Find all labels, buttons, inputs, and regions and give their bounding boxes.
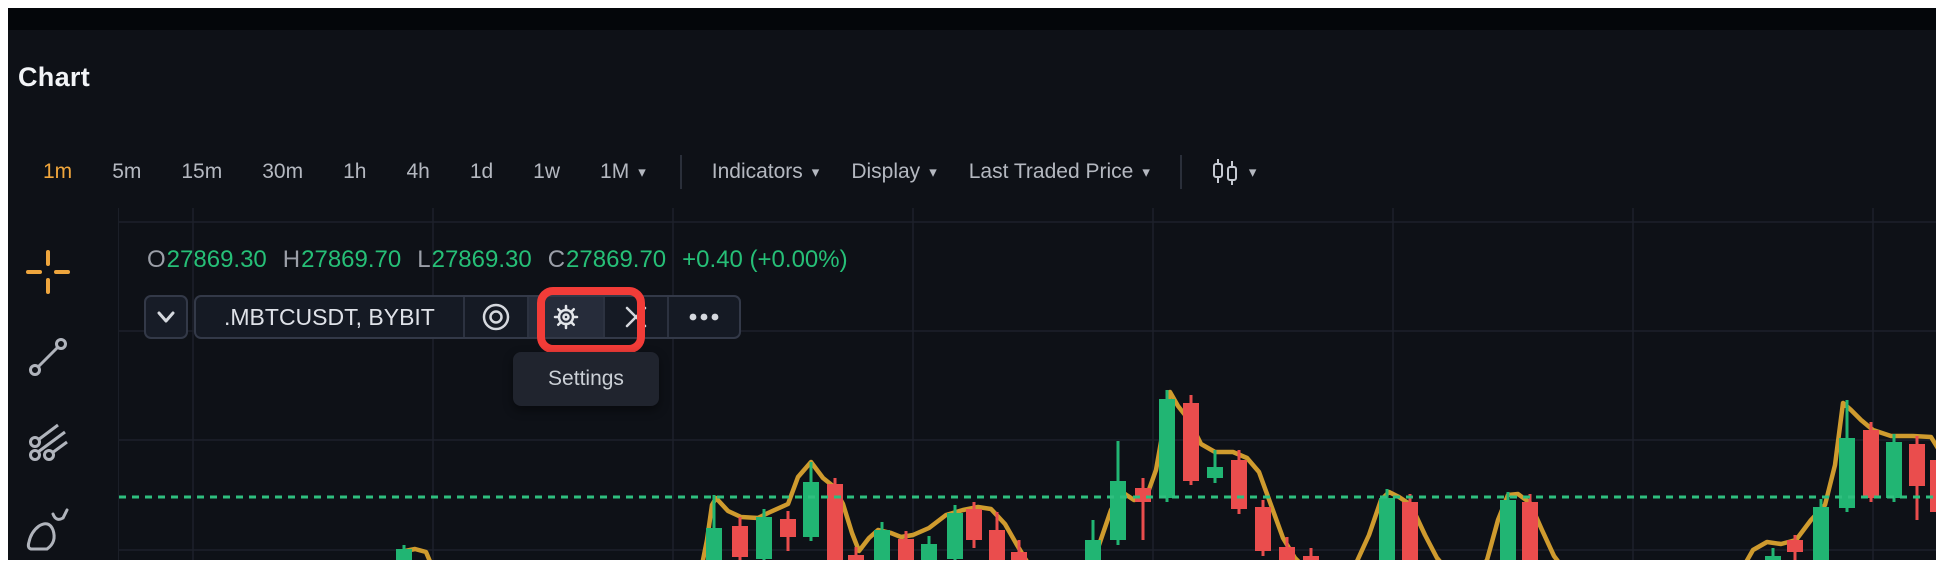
chart-pane[interactable] <box>118 208 1936 560</box>
page-title: Chart <box>18 62 91 92</box>
pitchfork-icon <box>29 423 68 461</box>
ohlc-close: C27869.70 <box>547 246 667 273</box>
price-source-menu-label: Last Traded Price <box>968 160 1134 183</box>
chevron-down-icon: ▾ <box>638 163 646 181</box>
eye-icon <box>482 303 510 331</box>
trend-line-icon <box>29 338 67 376</box>
chart-style-dropdown[interactable]: ▾ <box>1210 158 1257 186</box>
timeframe-1d[interactable]: 1d <box>469 160 494 183</box>
more-options-button[interactable] <box>666 297 739 337</box>
candlestick-chart <box>119 208 1936 560</box>
trend-line-tool-button[interactable] <box>22 331 74 383</box>
timeframe-15m[interactable]: 15m <box>181 160 223 183</box>
chevron-down-icon: ▾ <box>811 163 820 181</box>
ohlc-high: H27869.70 <box>282 246 402 273</box>
timeframe-1w[interactable]: 1w <box>533 160 561 183</box>
chevron-down-icon: ▾ <box>1142 163 1150 181</box>
crosshair-tool-button[interactable] <box>22 246 74 298</box>
gear-icon <box>553 304 579 330</box>
timeframe-4h[interactable]: 4h <box>406 160 430 183</box>
settings-button[interactable] <box>526 297 603 337</box>
brush-tool-button[interactable] <box>22 504 74 556</box>
candles-icon <box>1212 159 1237 185</box>
toolbar-separator <box>1179 155 1182 189</box>
remove-series-button[interactable] <box>602 297 667 337</box>
legend-pill: .MBTCUSDT, BYBIT <box>194 295 741 339</box>
drawing-toolbar <box>8 208 118 560</box>
timeframe-30m[interactable]: 30m <box>262 160 304 183</box>
more-dots-icon <box>689 313 719 321</box>
settings-tooltip: Settings <box>513 352 659 406</box>
chart-toolbar: 1m 5m 15m 30m 1h 4h 1d 1w 1M ▾ Indicator… <box>34 154 1270 190</box>
indicators-menu-label: Indicators <box>711 160 803 183</box>
chevron-down-icon: ▾ <box>929 163 937 181</box>
toggle-visibility-button[interactable] <box>462 297 527 337</box>
series-legend: .MBTCUSDT, BYBIT <box>144 295 741 339</box>
close-icon <box>625 306 647 328</box>
ohlc-change: +0.40 (+0.00%) <box>682 246 848 273</box>
toolbar-separator <box>679 155 682 189</box>
ohlc-open: O27869.30 <box>147 246 267 273</box>
ohlc-readout: O27869.30 H27869.70 L27869.30 C27869.70 … <box>147 246 848 274</box>
price-source-menu[interactable]: Last Traded Price ▾ <box>969 160 1150 184</box>
chart-panel: Chart 1m 5m 15m 30m 1h 4h 1d 1w 1M ▾ Ind… <box>8 8 1936 560</box>
crosshair-icon <box>26 250 70 294</box>
chevron-down-icon: ▾ <box>1248 163 1257 181</box>
timeframe-5m[interactable]: 5m <box>112 160 142 183</box>
display-menu-label: Display <box>851 160 921 183</box>
ohlc-low: L27869.30 <box>417 246 532 273</box>
timeframe-dropdown[interactable]: 1M ▾ <box>600 160 646 184</box>
indicators-menu[interactable]: Indicators ▾ <box>712 160 820 184</box>
timeframe-1h[interactable]: 1h <box>343 160 367 183</box>
pitchfork-tool-button[interactable] <box>22 416 74 468</box>
chevron-down-icon <box>157 311 175 323</box>
timeframe-dropdown-label: 1M <box>600 160 630 183</box>
brush-icon <box>26 508 69 551</box>
symbol-label[interactable]: .MBTCUSDT, BYBIT <box>224 303 435 330</box>
display-menu[interactable]: Display ▾ <box>851 160 936 184</box>
top-divider-strip <box>8 8 1936 30</box>
timeframe-1m[interactable]: 1m <box>43 160 73 183</box>
legend-collapse-button[interactable] <box>144 295 188 339</box>
